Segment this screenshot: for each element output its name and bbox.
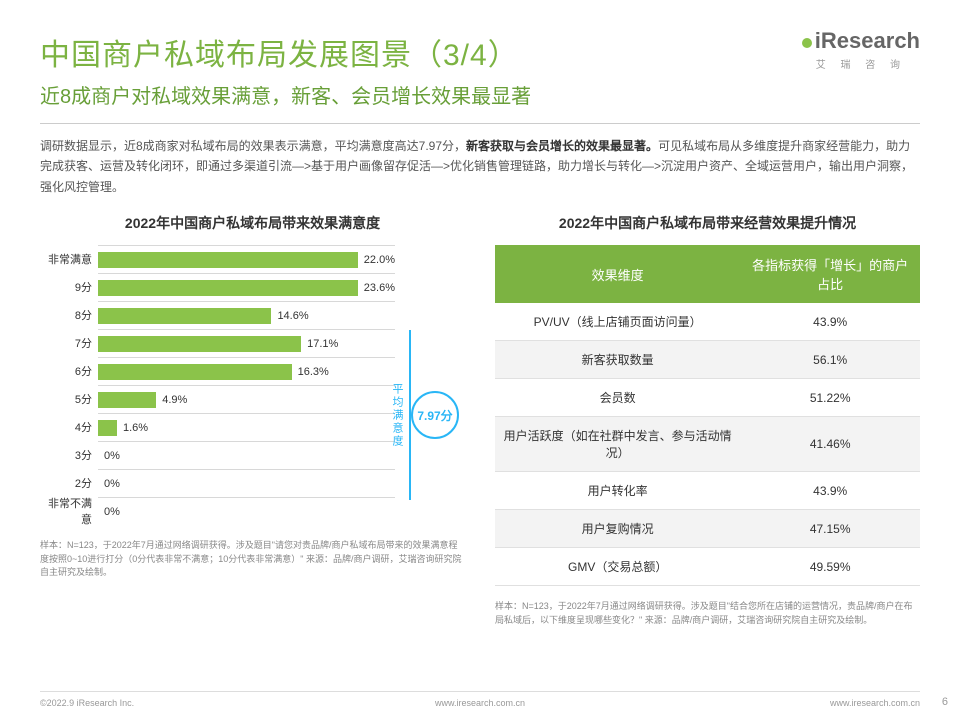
chart-row: 9分 23.6% bbox=[40, 273, 395, 301]
footer-left: ©2022.9 iResearch Inc. bbox=[40, 698, 134, 708]
avg-badge: 平均满意度 7.97分 bbox=[385, 330, 459, 500]
left-panel: 2022年中国商户私域布局带来效果满意度 非常满意 22.0% 9分 23.6% 8分 1… bbox=[40, 213, 465, 627]
chart-bar bbox=[98, 336, 301, 352]
chart-bar bbox=[98, 280, 358, 296]
table-cell: 43.9% bbox=[740, 472, 920, 510]
chart-row: 5分 4.9% bbox=[40, 385, 395, 413]
table-cell: GMV（交易总额） bbox=[495, 548, 740, 586]
chart-bar bbox=[98, 392, 156, 408]
table-row: 新客获取数量56.1% bbox=[495, 341, 920, 379]
chart-category-label: 6分 bbox=[40, 363, 98, 379]
divider bbox=[40, 123, 920, 124]
chart-bar bbox=[98, 252, 358, 268]
chart-row: 非常满意 22.0% bbox=[40, 245, 395, 273]
table-row: GMV（交易总额）49.59% bbox=[495, 548, 920, 586]
body-text: 调研数据显示，近8成商家对私域布局的效果表示满意，平均满意度高达7.97分，新客… bbox=[40, 136, 920, 197]
logo-block: iResearch 艾 瑞 咨 询 bbox=[802, 28, 920, 71]
footer-center: www.iresearch.com.cn bbox=[435, 698, 525, 708]
chart-category-label: 9分 bbox=[40, 279, 98, 295]
page-title: 中国商户私域布局发展图景（3/4） bbox=[40, 30, 920, 74]
table-cell: 43.9% bbox=[740, 303, 920, 341]
table-cell: 用户转化率 bbox=[495, 472, 740, 510]
chart-value-label: 0% bbox=[104, 506, 120, 518]
chart-footnote: 样本：N=123，于2022年7月通过网络调研获得。涉及题目"请您对贵品牌/商户… bbox=[40, 539, 465, 580]
table-cell: 新客获取数量 bbox=[495, 341, 740, 379]
table-row: 用户复购情况47.15% bbox=[495, 510, 920, 548]
chart-category-label: 8分 bbox=[40, 307, 98, 323]
logo-text: Research bbox=[821, 28, 920, 53]
table-header-cell: 效果维度 bbox=[495, 245, 740, 303]
table-cell: 51.22% bbox=[740, 379, 920, 417]
table-header-cell: 各指标获得「增长」的商户占比 bbox=[740, 245, 920, 303]
table-cell: 会员数 bbox=[495, 379, 740, 417]
avg-value: 7.97分 bbox=[411, 391, 459, 439]
chart-row: 非常不满意 0% bbox=[40, 497, 395, 525]
table-row: 用户活跃度（如在社群中发言、参与活动情况）41.46% bbox=[495, 417, 920, 472]
table-title: 2022年中国商户私域布局带来经营效果提升情况 bbox=[495, 213, 920, 233]
chart-value-label: 22.0% bbox=[364, 254, 395, 266]
chart-value-label: 0% bbox=[104, 478, 120, 490]
table-row: PV/UV（线上店铺页面访问量）43.9% bbox=[495, 303, 920, 341]
chart-category-label: 7分 bbox=[40, 335, 98, 351]
right-panel: 2022年中国商户私域布局带来经营效果提升情况 效果维度各指标获得「增长」的商户… bbox=[495, 213, 920, 627]
chart-row: 8分 14.6% bbox=[40, 301, 395, 329]
chart-title: 2022年中国商户私域布局带来效果满意度 bbox=[40, 213, 465, 233]
chart-row: 4分 1.6% bbox=[40, 413, 395, 441]
chart-category-label: 非常不满意 bbox=[40, 495, 98, 527]
chart-row: 7分 17.1% bbox=[40, 329, 395, 357]
footer-right: www.iresearch.com.cn bbox=[830, 698, 920, 708]
chart-row: 3分 0% bbox=[40, 441, 395, 469]
chart-value-label: 0% bbox=[104, 450, 120, 462]
chart-row: 2分 0% bbox=[40, 469, 395, 497]
chart-category-label: 5分 bbox=[40, 391, 98, 407]
table-cell: 41.46% bbox=[740, 417, 920, 472]
page-subtitle: 近8成商户对私域效果满意，新客、会员增长效果最显著 bbox=[40, 80, 920, 109]
chart-bar bbox=[98, 364, 292, 380]
chart-value-label: 1.6% bbox=[123, 422, 148, 434]
table-row: 用户转化率43.9% bbox=[495, 472, 920, 510]
chart-category-label: 非常满意 bbox=[40, 251, 98, 267]
chart-bar bbox=[98, 420, 117, 436]
chart-category-label: 3分 bbox=[40, 447, 98, 463]
chart-category-label: 4分 bbox=[40, 419, 98, 435]
page-number: 6 bbox=[942, 696, 948, 708]
chart-value-label: 16.3% bbox=[298, 366, 329, 378]
chart-bar bbox=[98, 308, 271, 324]
chart-value-label: 4.9% bbox=[162, 394, 187, 406]
table-cell: 用户复购情况 bbox=[495, 510, 740, 548]
logo-sub: 艾 瑞 咨 询 bbox=[802, 56, 920, 71]
avg-label: 平均满意度 bbox=[389, 383, 405, 448]
chart-row: 6分 16.3% bbox=[40, 357, 395, 385]
table-cell: 49.59% bbox=[740, 548, 920, 586]
chart-category-label: 2分 bbox=[40, 475, 98, 491]
table-cell: PV/UV（线上店铺页面访问量） bbox=[495, 303, 740, 341]
page-footer: ©2022.9 iResearch Inc. www.iresearch.com… bbox=[40, 691, 920, 708]
table-cell: 47.15% bbox=[740, 510, 920, 548]
table-footnote: 样本：N=123，于2022年7月通过网络调研获得。涉及题目"结合您所在店铺的运… bbox=[495, 600, 920, 627]
table-cell: 56.1% bbox=[740, 341, 920, 379]
chart-value-label: 23.6% bbox=[364, 282, 395, 294]
satisfaction-bar-chart: 非常满意 22.0% 9分 23.6% 8分 14.6% 7分 17.1% 6分 16.3% 5分 4… bbox=[40, 245, 465, 525]
effect-table: 效果维度各指标获得「增长」的商户占比PV/UV（线上店铺页面访问量）43.9%新… bbox=[495, 245, 920, 586]
chart-value-label: 14.6% bbox=[277, 310, 308, 322]
table-row: 会员数51.22% bbox=[495, 379, 920, 417]
table-cell: 用户活跃度（如在社群中发言、参与活动情况） bbox=[495, 417, 740, 472]
chart-value-label: 17.1% bbox=[307, 338, 338, 350]
